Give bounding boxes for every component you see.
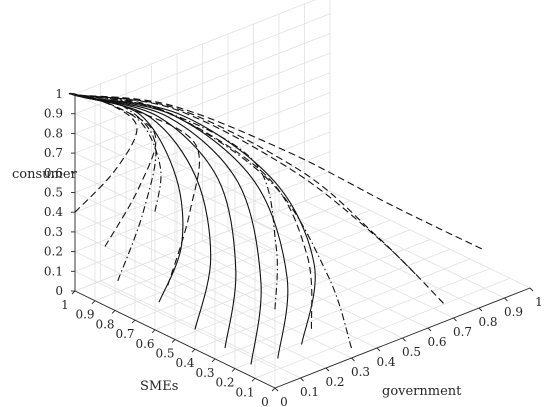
- x-tick-label: 0.7: [453, 325, 472, 339]
- x-axis-label: government: [382, 384, 462, 399]
- x-tick-label: 0.2: [325, 375, 344, 389]
- z-axis-label: consumer: [12, 167, 78, 182]
- trajectory-dashed: [72, 93, 200, 286]
- x-tick-mark: [274, 387, 279, 392]
- y-tick-mark: [231, 368, 236, 372]
- floor-grid-line: [329, 190, 531, 289]
- z-tick-label: 0: [55, 284, 63, 298]
- x-tick-label: 0.9: [504, 305, 523, 319]
- tick-layer: 00.10.20.30.40.50.60.70.80.9100.10.20.30…: [44, 87, 543, 407]
- y-tick-mark: [131, 319, 136, 324]
- z-tick-label: 0.3: [44, 225, 63, 239]
- z-tick-label: 0.8: [44, 126, 63, 140]
- x-tick-label: 0.8: [478, 315, 497, 329]
- y-tick-mark: [171, 339, 176, 343]
- floor-grid-line: [227, 230, 429, 329]
- z-tick-label: 0.4: [44, 205, 63, 219]
- left-wall-grid-line: [74, 172, 276, 271]
- y-tick-label: 0.3: [195, 366, 214, 380]
- y-tick-mark: [211, 358, 216, 363]
- trajectory-dashed: [73, 93, 138, 213]
- trajectory-dashdot: [69, 92, 353, 349]
- x-tick-mark: [529, 287, 534, 292]
- y-tick-label: 0.8: [95, 317, 114, 331]
- x-tick-mark: [325, 367, 330, 372]
- y-tick-label: 0.6: [135, 337, 154, 351]
- x-tick-label: 0.1: [300, 385, 319, 399]
- x-tick-label: 1: [535, 295, 543, 309]
- x-tick-mark: [300, 377, 304, 382]
- x-tick-label: 0: [280, 395, 288, 407]
- y-tick-mark: [271, 387, 276, 392]
- y-tick-label: 1: [61, 298, 69, 312]
- z-tick-label: 0.5: [44, 186, 63, 200]
- floor-grid-line: [94, 200, 351, 302]
- y-tick-label: 0.7: [115, 327, 134, 341]
- x-tick-label: 0.5: [402, 345, 421, 359]
- floor-grid-line: [114, 210, 371, 311]
- floor-grid-line: [253, 220, 454, 319]
- x-tick-label: 0.4: [376, 355, 395, 369]
- trajectory-dashed: [69, 93, 483, 250]
- y-tick-label: 0.1: [235, 385, 254, 399]
- x-tick-mark: [376, 347, 381, 352]
- left-wall-grid-line: [74, 113, 276, 212]
- y-tick-mark: [71, 290, 76, 295]
- floor-grid-line: [278, 210, 480, 309]
- y-tick-mark: [151, 329, 156, 334]
- x-tick-mark: [402, 337, 406, 342]
- x-tick-mark: [504, 297, 508, 302]
- floor-grid-line: [174, 239, 431, 340]
- z-tick-label: 0.9: [44, 107, 63, 121]
- left-wall-grid-line: [74, 133, 276, 231]
- series-layer: [68, 92, 483, 365]
- x-tick-label: 0.6: [427, 335, 446, 349]
- trajectory-solid: [74, 93, 184, 303]
- x-tick-label: 0.3: [351, 365, 370, 379]
- trajectory-solid: [71, 93, 316, 345]
- back-wall-grid-line: [74, 33, 331, 134]
- z-tick-label: 1: [55, 87, 63, 101]
- left-wall-grid-line: [74, 152, 276, 251]
- y-tick-label: 0.4: [175, 356, 194, 370]
- x-tick-mark: [427, 327, 432, 332]
- back-wall-grid-line: [74, 0, 316, 95]
- left-wall-grid-line: [74, 192, 276, 290]
- x-tick-mark: [351, 357, 355, 362]
- trajectory-dashdot: [74, 93, 162, 212]
- y-tick-mark: [111, 310, 116, 314]
- x-tick-mark: [478, 307, 483, 312]
- trajectory-dashed: [68, 93, 416, 275]
- back-wall-grid-line: [74, 72, 331, 174]
- x-tick-mark: [453, 317, 457, 322]
- floor-grid-line: [134, 219, 391, 321]
- back-wall-grid-line: [74, 52, 331, 154]
- y-axis-label: SMEs: [140, 379, 178, 394]
- y-tick-label: 0: [261, 395, 269, 407]
- floor-grid-line: [154, 229, 411, 331]
- y-tick-label: 0.5: [155, 347, 174, 361]
- back-wall-grid-line: [74, 92, 331, 193]
- floor-grid-line: [304, 200, 505, 299]
- y-tick-label: 0.9: [75, 308, 94, 322]
- z-tick-label: 0.1: [44, 264, 63, 278]
- y-tick-mark: [91, 300, 96, 305]
- z-tick-label: 0.7: [44, 146, 63, 160]
- y-tick-label: 0.2: [215, 376, 234, 390]
- z-tick-label: 0.6: [44, 166, 63, 180]
- y-tick-mark: [191, 348, 196, 353]
- z-tick-label: 0.2: [44, 245, 63, 259]
- y-tick-mark: [251, 377, 256, 382]
